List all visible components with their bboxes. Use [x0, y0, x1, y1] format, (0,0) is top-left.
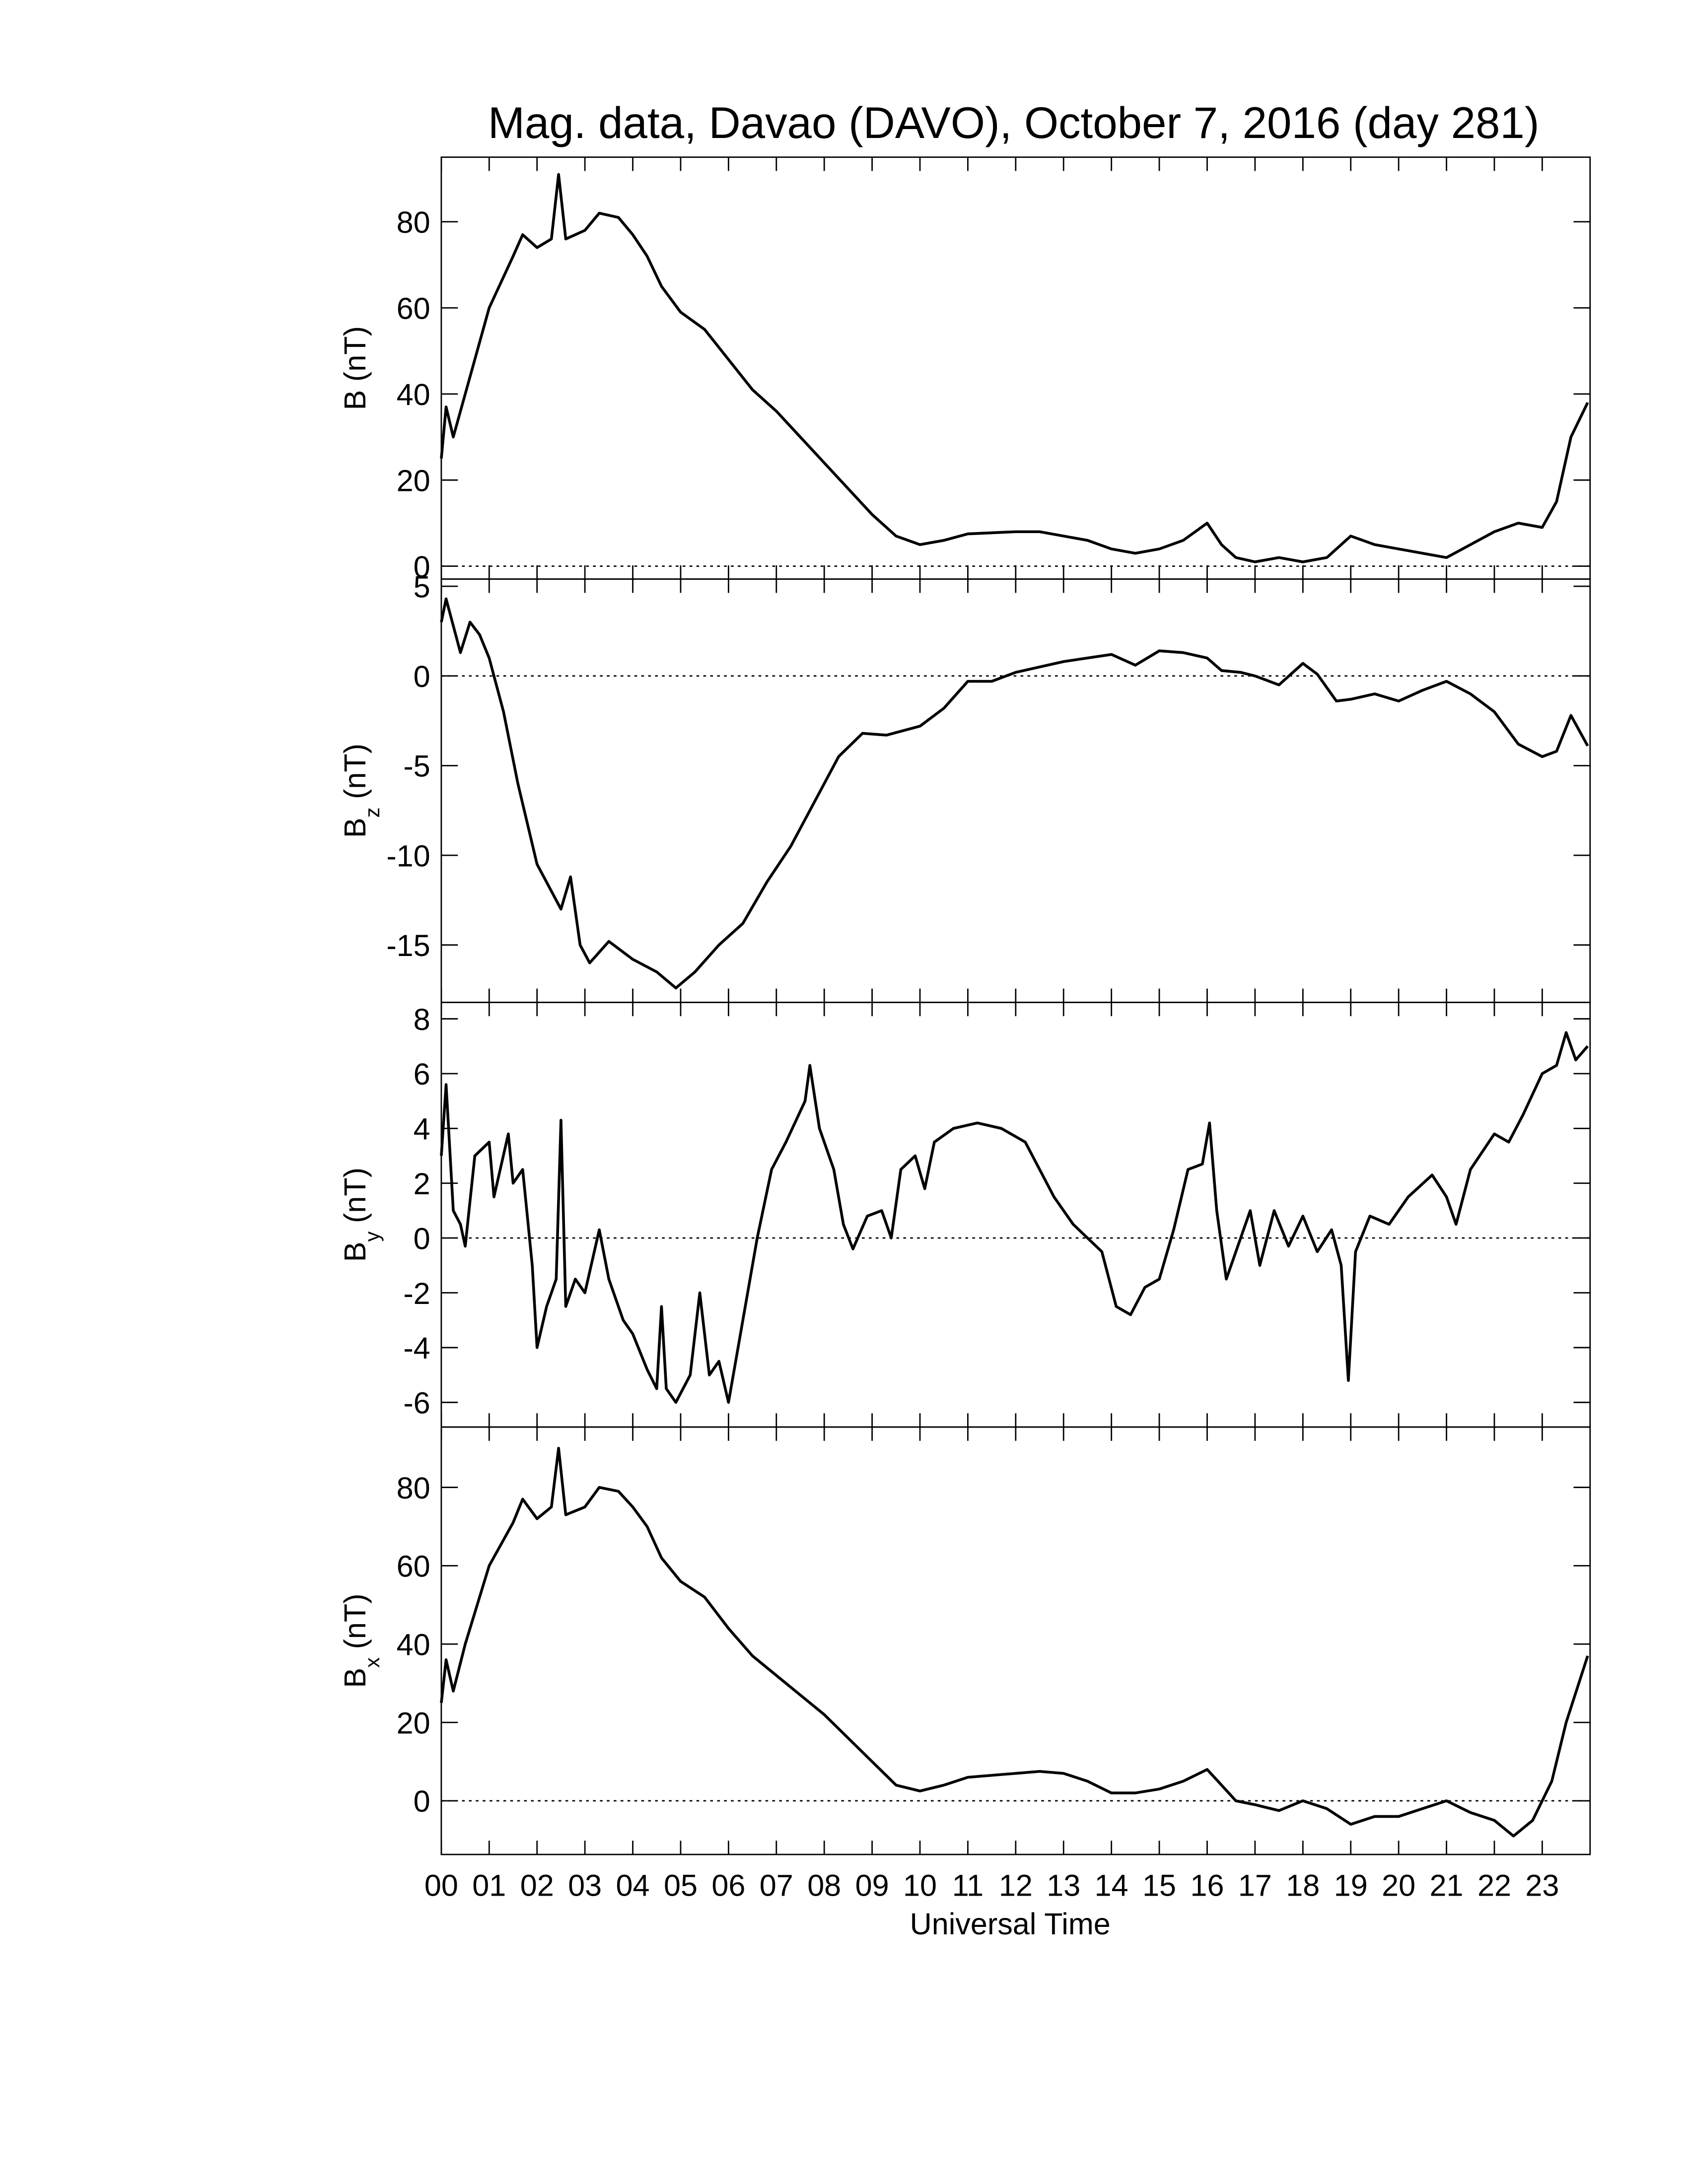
y-tick-label: 40: [397, 378, 430, 411]
x-tick-label: 01: [472, 1868, 506, 1902]
y-label-symbol: B: [338, 818, 372, 838]
data-line: [440, 1446, 1589, 1838]
x-tick-label: 06: [711, 1868, 745, 1902]
x-tick-label: 23: [1525, 1868, 1559, 1902]
y-label-subscript: z: [360, 808, 384, 818]
y-label-unit: (nT): [338, 326, 372, 382]
plot-frame: [440, 1426, 1591, 1855]
y-label-unit: (nT): [338, 744, 372, 799]
data-line: [440, 1031, 1589, 1404]
y-tick-label: 20: [397, 464, 430, 497]
y-tick-label: 80: [397, 1471, 430, 1505]
x-tick-label: 04: [616, 1868, 650, 1902]
x-tick-label: 20: [1382, 1868, 1415, 1902]
x-tick-label: 12: [999, 1868, 1033, 1902]
x-tick-label: 22: [1477, 1868, 1511, 1902]
y-label-symbol: B: [338, 1242, 372, 1262]
y-axis-label: By (nT): [338, 1167, 384, 1262]
y-axis-label: B (nT): [338, 326, 372, 410]
y-tick-label: 8: [414, 1003, 430, 1036]
x-tick-label: 05: [664, 1868, 698, 1902]
x-tick-label: 03: [568, 1868, 602, 1902]
x-axis-label: Universal Time: [910, 1907, 1111, 1941]
y-tick-label: 2: [414, 1167, 430, 1201]
y-tick-label: 80: [397, 205, 430, 239]
data-line: [440, 173, 1589, 563]
y-tick-label: 0: [414, 1784, 430, 1818]
y-tick-label: -5: [403, 750, 430, 783]
y-label-symbol: B: [338, 1668, 372, 1688]
x-tick-label: 02: [520, 1868, 554, 1902]
x-tick-label: 17: [1238, 1868, 1272, 1902]
y-axis-label: Bx (nT): [338, 1593, 384, 1688]
y-tick-label: -4: [403, 1331, 430, 1365]
y-axis-label: Bz (nT): [338, 744, 384, 838]
chart-title: Mag. data, Davao (DAVO), October 7, 2016…: [488, 98, 1540, 147]
x-tick-label: 19: [1334, 1868, 1368, 1902]
x-tick-label: 15: [1142, 1868, 1176, 1902]
plot-frame: [440, 156, 1591, 580]
x-tick-label: 07: [760, 1868, 793, 1902]
data-line: [440, 597, 1589, 990]
y-tick-label: -15: [386, 929, 430, 962]
y-tick-label: -10: [386, 839, 430, 873]
x-tick-label: 18: [1286, 1868, 1320, 1902]
y-label-unit: (nT): [338, 1593, 372, 1649]
x-tick-label: 14: [1095, 1868, 1128, 1902]
y-tick-label: 0: [414, 660, 430, 693]
y-tick-label: 6: [414, 1057, 430, 1091]
y-tick-label: 5: [414, 570, 430, 604]
plot-frame: [440, 578, 1591, 1003]
y-tick-label: 0: [414, 1222, 430, 1255]
x-tick-label: 21: [1430, 1868, 1464, 1902]
x-tick-label: 13: [1047, 1868, 1080, 1902]
x-tick-label: 08: [807, 1868, 841, 1902]
y-tick-label: 60: [397, 1550, 430, 1583]
y-label-unit: (nT): [338, 1167, 372, 1223]
x-tick-label: 00: [424, 1868, 458, 1902]
y-tick-label: 20: [397, 1706, 430, 1740]
x-tick-label: 11: [952, 1868, 984, 1902]
y-tick-label: -6: [403, 1386, 430, 1420]
x-tick-label: 16: [1190, 1868, 1224, 1902]
y-label-symbol: B: [338, 390, 372, 410]
y-tick-label: 60: [397, 291, 430, 325]
y-tick-label: 40: [397, 1628, 430, 1661]
y-label-subscript: x: [360, 1657, 384, 1668]
y-tick-label: 4: [414, 1112, 430, 1146]
plot-frame: [440, 1002, 1591, 1428]
x-tick-label: 10: [903, 1868, 937, 1902]
y-tick-label: 0: [414, 550, 430, 584]
y-tick-label: -2: [403, 1277, 430, 1310]
y-label-subscript: y: [360, 1231, 384, 1242]
x-tick-label: 09: [855, 1868, 889, 1902]
